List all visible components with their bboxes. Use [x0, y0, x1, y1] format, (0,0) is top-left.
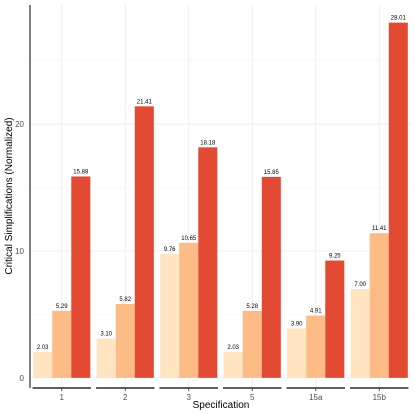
- bar: [287, 328, 307, 378]
- bar-value-label: 2.03: [227, 345, 239, 351]
- bar-value-label: 11.41: [372, 226, 387, 232]
- bar: [388, 22, 408, 378]
- bar: [261, 176, 281, 378]
- bars-layer: [33, 22, 408, 378]
- bar: [223, 352, 243, 378]
- bar-value-label: 15.85: [264, 170, 280, 176]
- x-axis: 1 2 3 5 15a 15b: [32, 387, 409, 402]
- data-labels-layer: 2.03 5.29 15.88 3.10 5.82 21.41 9.76 10.65 18.18…: [37, 16, 407, 351]
- bar-value-label: 28.01: [391, 16, 407, 22]
- bar-value-label: 3.90: [291, 321, 303, 327]
- bar-value-label: 9.25: [329, 254, 341, 260]
- x-tick-label: 1: [60, 393, 65, 402]
- bar: [160, 254, 180, 378]
- bar: [369, 233, 389, 378]
- x-tick-label: 5: [250, 393, 255, 402]
- bar-value-label: 5.82: [119, 297, 131, 303]
- y-tick-label: 10: [15, 247, 24, 256]
- x-tick-label: 15b: [373, 393, 387, 402]
- bar-value-label: 4.91: [310, 309, 322, 315]
- bar: [325, 260, 345, 378]
- bar: [198, 147, 218, 378]
- bar: [96, 338, 116, 378]
- bar-value-label: 15.88: [73, 169, 89, 175]
- y-tick-label: 20: [15, 120, 24, 129]
- y-axis-title: Critical Simplifications (Normalized): [4, 117, 15, 274]
- bar: [33, 352, 53, 378]
- y-tick-label: 0: [20, 374, 25, 383]
- bar: [179, 242, 199, 378]
- bar: [115, 304, 135, 378]
- bar: [134, 106, 154, 378]
- bar-value-label: 10.65: [181, 236, 197, 242]
- bar-value-label: 5.28: [246, 304, 258, 310]
- bar: [306, 315, 326, 378]
- bar: [350, 289, 370, 378]
- y-axis: 0 10 20: [15, 120, 24, 383]
- bar-value-label: 18.18: [200, 140, 216, 146]
- x-axis-title: Specification: [193, 400, 250, 411]
- bar: [71, 176, 91, 378]
- bar: [52, 310, 72, 378]
- bar-value-label: 2.03: [37, 345, 49, 351]
- x-tick-label: 2: [123, 393, 128, 402]
- bar-value-label: 3.10: [100, 332, 112, 338]
- bar-value-label: 21.41: [137, 99, 153, 105]
- x-tick-label: 3: [187, 393, 192, 402]
- bar-value-label: 9.76: [164, 247, 176, 253]
- bar-value-label: 5.29: [56, 304, 68, 310]
- bar-value-label: 7.00: [354, 282, 366, 288]
- x-tick-label: 15a: [309, 393, 323, 402]
- bar: [242, 310, 262, 378]
